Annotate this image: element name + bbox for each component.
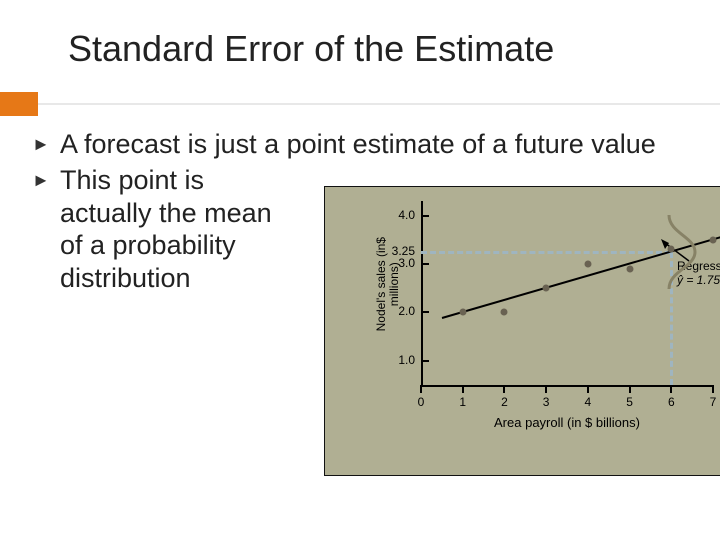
x-tick-mark [503,385,505,393]
x-tick-label: 7 [703,395,720,409]
bullet-icon: ► [32,128,60,160]
data-point [459,309,466,316]
x-tick-mark [420,385,422,393]
title-underline [38,103,720,105]
x-tick-mark [712,385,714,393]
accent-bar [0,92,38,116]
y-tick-mark [421,311,429,313]
bullet-text: A forecast is just a point estimate of a… [60,128,656,160]
distribution-curve [667,213,701,291]
content-area: ► A forecast is just a point estimate of… [32,128,700,298]
x-tick-label: 2 [494,395,514,409]
y-tick-mark [421,263,429,265]
data-point [584,260,591,267]
data-point [626,265,633,272]
page-title: Standard Error of the Estimate [0,0,720,70]
y-tick-label: 2.0 [379,304,415,318]
guide-horizontal [421,251,671,254]
y-tick-label: 3.0 [379,256,415,270]
bullet-icon: ► [32,164,60,196]
x-tick-mark [587,385,589,393]
data-point [501,309,508,316]
y-tick-label: 4.0 [379,208,415,222]
y-tick-label-extra: 3.25 [379,244,415,258]
bullet-item: ► A forecast is just a point estimate of… [32,128,700,160]
x-tick-label: 0 [411,395,431,409]
x-tick-mark [670,385,672,393]
data-point [543,285,550,292]
y-tick-mark [421,360,429,362]
chart-plot: Nodel's sales (in$ millions) Area payrol… [377,201,713,427]
x-tick-label: 1 [453,395,473,409]
x-axis-label: Area payroll (in $ billions) [421,415,713,430]
y-tick-mark [421,215,429,217]
x-axis [421,385,713,387]
x-tick-mark [462,385,464,393]
y-tick-label: 1.0 [379,353,415,367]
x-tick-label: 6 [661,395,681,409]
x-tick-label: 3 [536,395,556,409]
data-point [710,236,717,243]
x-tick-mark [545,385,547,393]
x-tick-label: 5 [620,395,640,409]
bullet-text: This point is actually the mean of a pro… [60,164,280,294]
x-tick-mark [629,385,631,393]
x-tick-label: 4 [578,395,598,409]
chart-figure: Nodel's sales (in$ millions) Area payrol… [324,186,720,476]
